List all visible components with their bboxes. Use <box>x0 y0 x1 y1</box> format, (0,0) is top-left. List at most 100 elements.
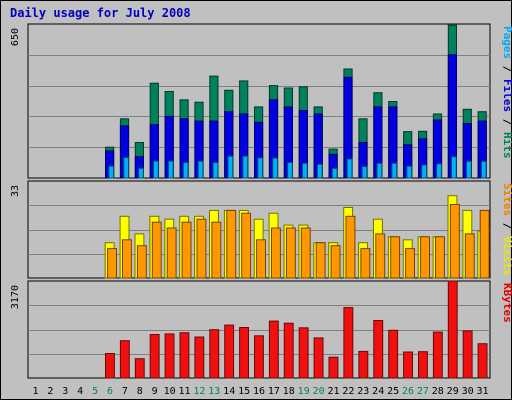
kbytes-bar <box>328 356 339 379</box>
kbytes-bar <box>358 350 369 379</box>
pages-bar <box>331 168 338 179</box>
kbytes-bar <box>343 307 354 379</box>
x-tick-label: 10 <box>164 386 176 397</box>
pages-bar <box>257 157 264 179</box>
kbytes-bar <box>403 351 414 379</box>
x-tick-label: 20 <box>313 386 325 397</box>
sites-bar <box>211 221 222 279</box>
pages-bar <box>406 165 413 179</box>
pages-bar <box>316 163 323 179</box>
sites-bar <box>285 227 296 279</box>
x-tick-label: 30 <box>462 386 474 397</box>
pages-bar <box>138 167 144 179</box>
legend-part: / <box>501 59 512 79</box>
x-tick-label: 24 <box>372 386 384 397</box>
pages-bar <box>451 156 457 179</box>
x-tick-label: 3 <box>62 386 68 397</box>
kbytes-bar <box>432 331 443 379</box>
kbytes-bar <box>388 329 399 379</box>
pages-bar <box>153 160 159 179</box>
sites-bar <box>435 236 445 279</box>
pages-bar <box>242 155 249 179</box>
kbytes-bar <box>194 336 205 379</box>
sites-bar <box>256 239 267 279</box>
pages-bar <box>197 160 204 179</box>
kbytes-bar <box>313 337 324 379</box>
panel-2-legend: Sites / Visits <box>501 183 512 276</box>
x-tick-label: 11 <box>178 386 190 397</box>
sites-bar <box>151 221 162 279</box>
kbytes-bar <box>298 327 309 379</box>
panel-1-legend: Pages / Files / Hits <box>501 26 512 159</box>
pages-bar <box>376 162 383 179</box>
kbytes-bar <box>119 340 130 379</box>
pages-bar <box>346 158 353 179</box>
x-tick-label: 17 <box>268 386 280 397</box>
kbytes-bar <box>149 334 160 379</box>
x-tick-label: 4 <box>77 386 83 397</box>
sites-bar <box>226 209 237 279</box>
x-tick-label: 22 <box>342 386 354 397</box>
pages-bar <box>123 157 129 179</box>
legend-part: KBytes <box>501 283 512 323</box>
panel-2-max-label: 33 <box>10 185 21 197</box>
pages-bar <box>108 165 115 179</box>
x-tick-label: 28 <box>432 386 444 397</box>
pages-bar <box>272 157 279 179</box>
x-tick-label: 19 <box>298 386 310 397</box>
sites-bar <box>300 227 311 279</box>
pages-bar <box>466 160 472 179</box>
pages-bar <box>182 162 189 179</box>
sites-bar <box>420 236 431 279</box>
legend-part: Pages <box>501 26 512 59</box>
x-tick-label: 14 <box>223 386 235 397</box>
sites-bar <box>136 245 147 279</box>
legend-part: / <box>501 216 512 236</box>
sites-bar <box>405 248 416 279</box>
x-tick-label: 26 <box>402 386 414 397</box>
x-tick-label: 12 <box>193 386 205 397</box>
sites-bar <box>315 242 326 279</box>
sites-bar <box>360 248 371 279</box>
x-axis-labels: 1 2 3 4 5 6 7 8 9 10 11 12 13 14 15 16 17 18 19 20 21 22 23 24 2… <box>32 386 488 397</box>
kbytes-bar <box>105 353 115 379</box>
legend-part: Visits <box>501 236 512 276</box>
legend-part: / <box>501 112 512 132</box>
x-tick-label: 21 <box>327 386 339 397</box>
x-tick-label: 13 <box>208 386 220 397</box>
kbytes-bar <box>418 351 428 379</box>
legend-part: Files <box>501 79 512 112</box>
panel-1: 650 Pages / Files / Hits <box>10 23 512 179</box>
x-tick-label: 2 <box>47 386 53 397</box>
pages-bar <box>361 166 368 179</box>
x-tick-label: 5 <box>92 386 98 397</box>
kbytes-bar <box>283 322 294 379</box>
kbytes-bar <box>477 343 488 379</box>
kbytes-bar <box>134 358 145 379</box>
pages-bar <box>391 162 398 179</box>
sites-bar <box>345 215 356 279</box>
legend-part: Hits <box>501 132 512 159</box>
pages-bar <box>436 163 442 179</box>
sites-bar <box>479 209 490 279</box>
x-tick-label: 31 <box>476 386 488 397</box>
chart-title: Daily usage for July 2008 <box>10 6 191 20</box>
panel-3-max-label: 3170 <box>10 285 21 309</box>
kbytes-bar <box>373 320 384 379</box>
kbytes-bar <box>254 335 264 379</box>
sites-bar <box>330 245 341 279</box>
sites-bar <box>166 227 177 279</box>
x-tick-label: 6 <box>107 386 113 397</box>
sites-bar <box>375 233 386 279</box>
pages-bar <box>421 164 428 179</box>
legend-part: Sites <box>501 183 512 216</box>
x-tick-label: 29 <box>447 386 459 397</box>
sites-bar <box>449 204 460 279</box>
kbytes-bar <box>209 329 220 379</box>
pages-bar <box>212 162 219 179</box>
panel-3-legend: KBytes <box>501 283 512 323</box>
kbytes-bar <box>447 280 458 379</box>
kbytes-bar <box>268 320 279 379</box>
